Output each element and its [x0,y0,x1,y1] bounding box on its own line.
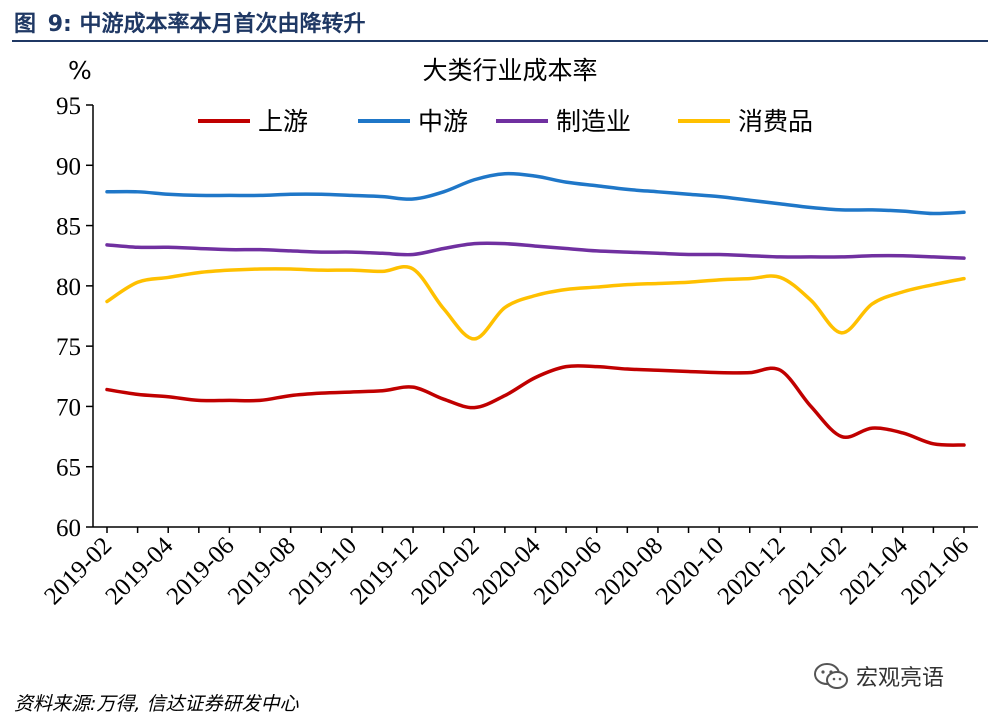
line-chart: % 大类行业成本率60657075808590952019-022019-0420… [39,56,978,610]
y-unit-label: % [68,56,92,85]
series-line-1 [105,363,966,447]
x-tick-label: 2019-02 [39,532,117,610]
caption-divider [12,40,988,42]
x-tick-label: 2020-12 [713,532,791,610]
series-line-3 [105,241,966,260]
figure-caption-text: 中游成本率本月首次由降转升 [79,12,366,37]
x-tick-label: 2020-08 [590,532,668,610]
series-line-4 [105,264,966,341]
y-tick-label: 90 [56,153,81,180]
x-tick-label: 2019-06 [162,532,240,610]
figure-caption: 图 9: 中游成本率本月首次由降转升 [14,6,365,38]
figure-label: 图 [14,12,37,37]
figure-number: 9: [47,12,72,37]
x-tick-label: 2019-12 [345,532,423,610]
y-tick-label: 65 [56,455,81,482]
wechat-icon [814,663,848,689]
y-tick-label: 95 [56,93,81,120]
x-tick-label: 2020-10 [651,532,729,610]
y-tick-label: 60 [56,515,81,542]
legend-label-2: 中游 [418,107,468,136]
chart-title: 大类行业成本率 [422,56,597,85]
y-tick-label: 85 [56,214,81,241]
watermark-text: 宏观亮语 [856,666,945,691]
x-tick-label: 2019-04 [100,532,178,610]
y-tick-label: 80 [56,274,81,301]
x-tick-label: 2021-06 [896,532,974,610]
series-line-2 [105,171,966,216]
y-tick-label: 75 [56,334,81,361]
legend-label-1: 上游 [258,107,308,136]
watermark: 宏观亮语 [812,660,944,692]
y-tick-label: 70 [56,394,81,421]
x-tick-label: 2021-02 [774,532,852,610]
legend-label-3: 制造业 [556,107,631,136]
source-note: 资料来源:万得, 信达证券研发中心 [14,693,299,715]
x-tick-label: 2019-08 [223,532,301,610]
x-tick-label: 2020-04 [468,532,546,610]
legend-label-4: 消费品 [738,107,813,136]
x-tick-label: 2020-06 [529,532,607,610]
x-tick-label: 2021-04 [835,532,913,610]
x-tick-label: 2020-02 [407,532,485,610]
x-tick-label: 2019-10 [284,532,362,610]
